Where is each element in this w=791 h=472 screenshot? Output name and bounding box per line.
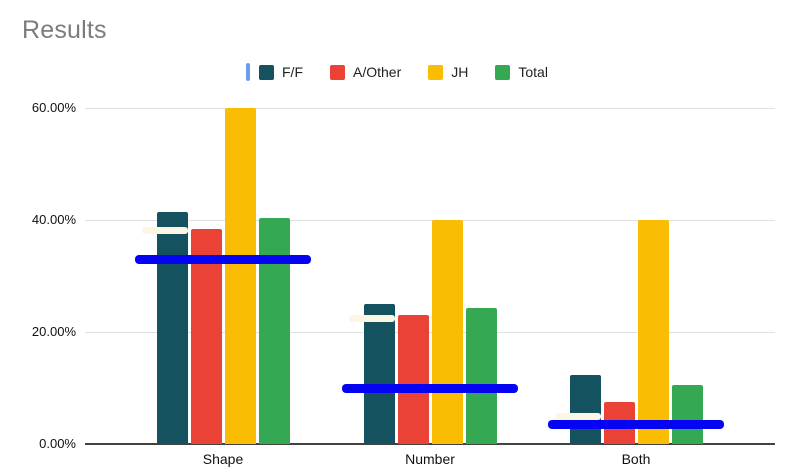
y-tick-label: 0.00% [39,436,76,451]
bar-jh-shape[interactable] [225,108,256,444]
bar-ff-number[interactable] [364,304,395,444]
chart-title: Results [22,16,107,44]
blue-line-annotation-both[interactable] [548,420,724,430]
bar-total-number[interactable] [466,308,497,444]
bar-total-shape[interactable] [259,218,290,444]
gridline-20 [85,331,775,333]
y-tick-label: 60.00% [31,100,76,116]
legend-item-total[interactable]: Total [495,64,548,80]
legend-swatch-icon [330,64,345,80]
category-label-both: Both [621,451,651,467]
gridline-40 [85,219,775,221]
category-label-shape: Shape [202,451,244,467]
cream-line-annotation-both[interactable] [555,413,601,421]
legend-swatch-icon [259,64,274,80]
text-cursor-icon [246,63,250,81]
x-axis-baseline [85,443,775,445]
legend-swatch-icon [495,64,511,80]
bar-jh-number[interactable] [432,220,463,444]
y-tick-label: 40.00% [31,212,76,228]
bar-ff-both[interactable] [570,375,601,444]
chart-legend: F/F A/Other JH Total [246,63,548,81]
gridline-60 [85,107,775,109]
legend-label: Total [518,64,548,80]
cream-line-annotation-number[interactable] [349,315,395,323]
bar-jh-both[interactable] [638,220,669,444]
bar-ff-shape[interactable] [157,211,188,444]
legend-item-aother[interactable]: A/Other [330,64,401,80]
bar-aother-shape[interactable] [191,228,222,444]
y-tick-label: 20.00% [31,324,76,340]
legend-label: F/F [282,64,303,80]
legend-label: JH [451,64,469,80]
cream-line-annotation-shape[interactable] [142,227,188,235]
bar-total-both[interactable] [672,385,703,444]
blue-line-annotation-number[interactable] [342,383,518,393]
legend-item-jh[interactable]: JH [428,64,468,80]
legend-item-ff[interactable]: F/F [246,63,303,81]
category-label-number: Number [405,451,455,467]
blue-line-annotation-shape[interactable] [135,254,311,264]
legend-swatch-icon [428,64,444,80]
legend-label: A/Other [353,64,402,80]
bar-aother-number[interactable] [398,315,429,444]
